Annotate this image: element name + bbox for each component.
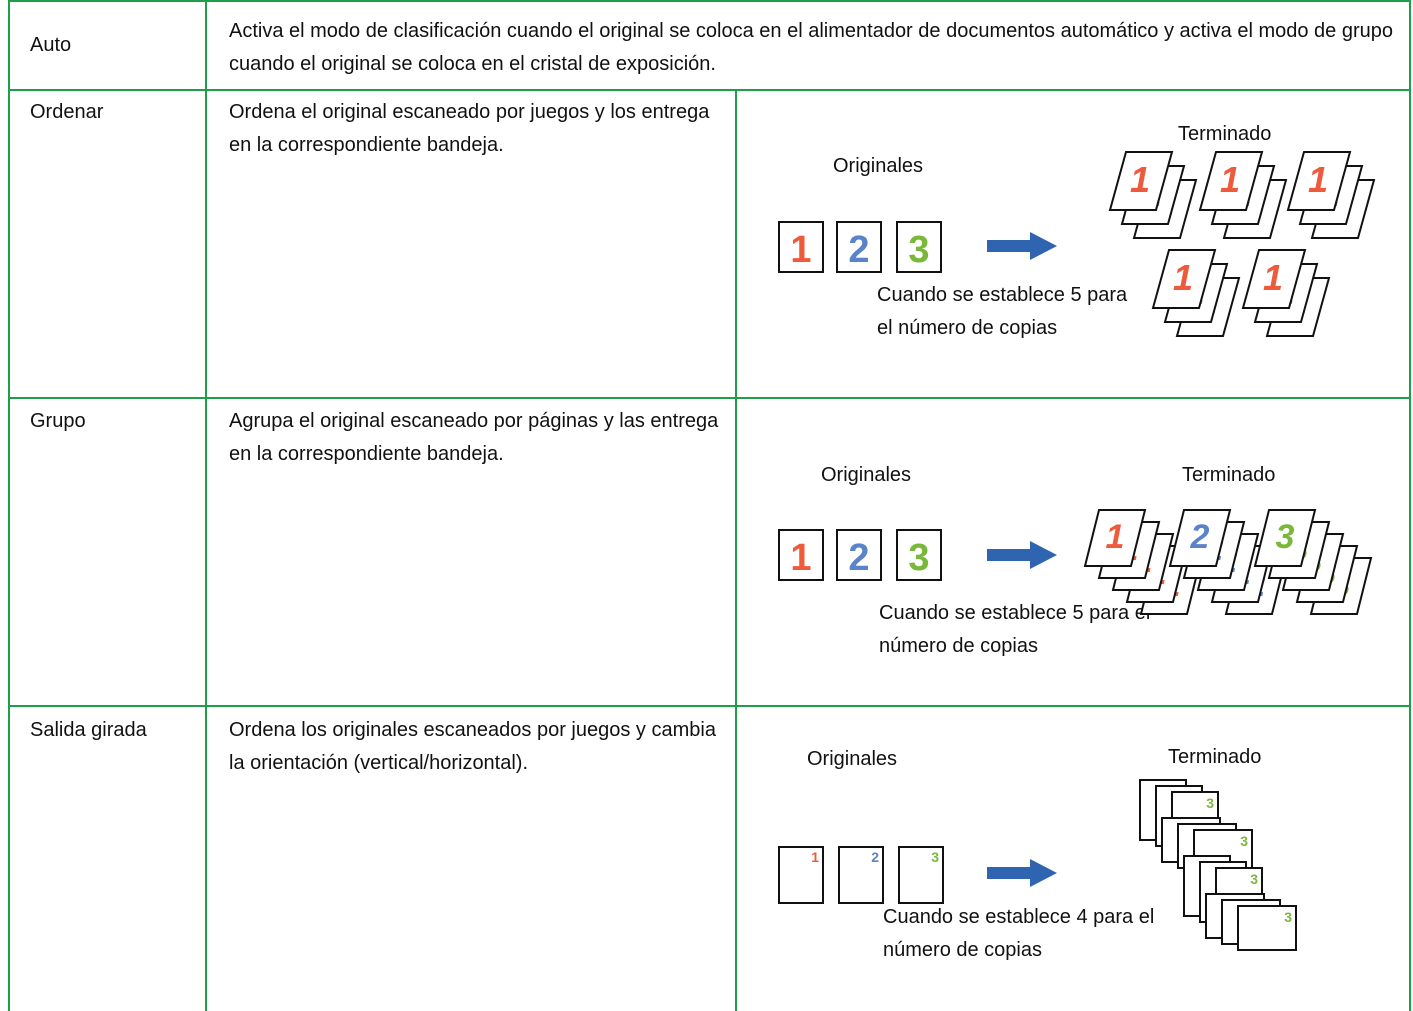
page-number: 1: [1173, 257, 1193, 298]
caption: Cuando se establece 5 para el número de …: [877, 284, 1128, 339]
sheet: [1168, 509, 1232, 567]
sheet: [778, 846, 824, 904]
page-number: 1: [1106, 518, 1125, 556]
sheet: [1286, 151, 1352, 211]
sheet: [778, 529, 824, 581]
border: [1409, 0, 1411, 1011]
originals-label: Originales: [821, 464, 912, 486]
sheet: [1237, 905, 1297, 951]
sheet: [898, 846, 944, 904]
page-number: 3: [1206, 795, 1214, 811]
sheet: [836, 221, 882, 273]
border: [8, 397, 1411, 399]
page-number: 1: [790, 537, 811, 579]
sheet: [778, 221, 824, 273]
page-number: 1: [811, 849, 819, 865]
arrow: [987, 859, 1057, 887]
page-number: 1: [1263, 257, 1283, 298]
page-number: 3: [1284, 909, 1292, 925]
row-label: Salida girada: [30, 719, 147, 741]
sheet: [1253, 509, 1317, 567]
sheet: [836, 529, 882, 581]
page-number: 3: [908, 537, 929, 579]
page-number: 2: [1190, 518, 1210, 556]
sheet: [896, 529, 942, 581]
page-number: 1: [790, 229, 811, 271]
page-number: 2: [871, 849, 879, 865]
sheet: [1241, 249, 1307, 309]
page-number: 3: [931, 849, 939, 865]
caption: Cuando se establece 5 para el número de …: [879, 602, 1151, 657]
row-label: Auto: [30, 34, 72, 56]
border: [205, 0, 207, 1011]
page-number: 3: [1276, 518, 1295, 556]
row-label: Grupo: [30, 410, 86, 432]
finished-label: Terminado: [1178, 123, 1272, 145]
sheet: [1151, 249, 1217, 309]
border: [735, 90, 737, 1011]
sheet: [1198, 151, 1264, 211]
arrow: [987, 232, 1057, 260]
sheet: [1083, 509, 1147, 567]
page-number: 3: [1240, 833, 1248, 849]
page-number: 2: [848, 537, 869, 579]
page-number: 1: [1130, 159, 1150, 200]
finished-label: Terminado: [1182, 464, 1276, 486]
page-number: 1: [1308, 159, 1328, 200]
row-description: Ordena los originales escaneados por jue…: [229, 719, 716, 774]
border: [8, 0, 1411, 2]
sheet: [1108, 151, 1174, 211]
arrow: [987, 541, 1057, 569]
row-description: Activa el modo de clasificación cuando e…: [229, 20, 1394, 75]
originals-label: Originales: [833, 155, 924, 177]
page-number: 2: [848, 229, 869, 271]
border: [8, 89, 1411, 91]
row-description: Ordena el original escaneado por juegos …: [229, 101, 710, 156]
sheet: [896, 221, 942, 273]
finished-label: Terminado: [1168, 746, 1262, 768]
page-number: 1: [1220, 159, 1240, 200]
border: [8, 705, 1411, 707]
page-number: 3: [908, 229, 929, 271]
caption: Cuando se establece 4 para el número de …: [883, 906, 1155, 961]
row-description: Agrupa el original escaneado por páginas…: [229, 410, 719, 465]
originals-label: Originales: [807, 748, 898, 770]
row-label: Ordenar: [30, 101, 104, 123]
page-number: 3: [1250, 871, 1258, 887]
sheet: [838, 846, 884, 904]
border: [8, 0, 10, 1011]
